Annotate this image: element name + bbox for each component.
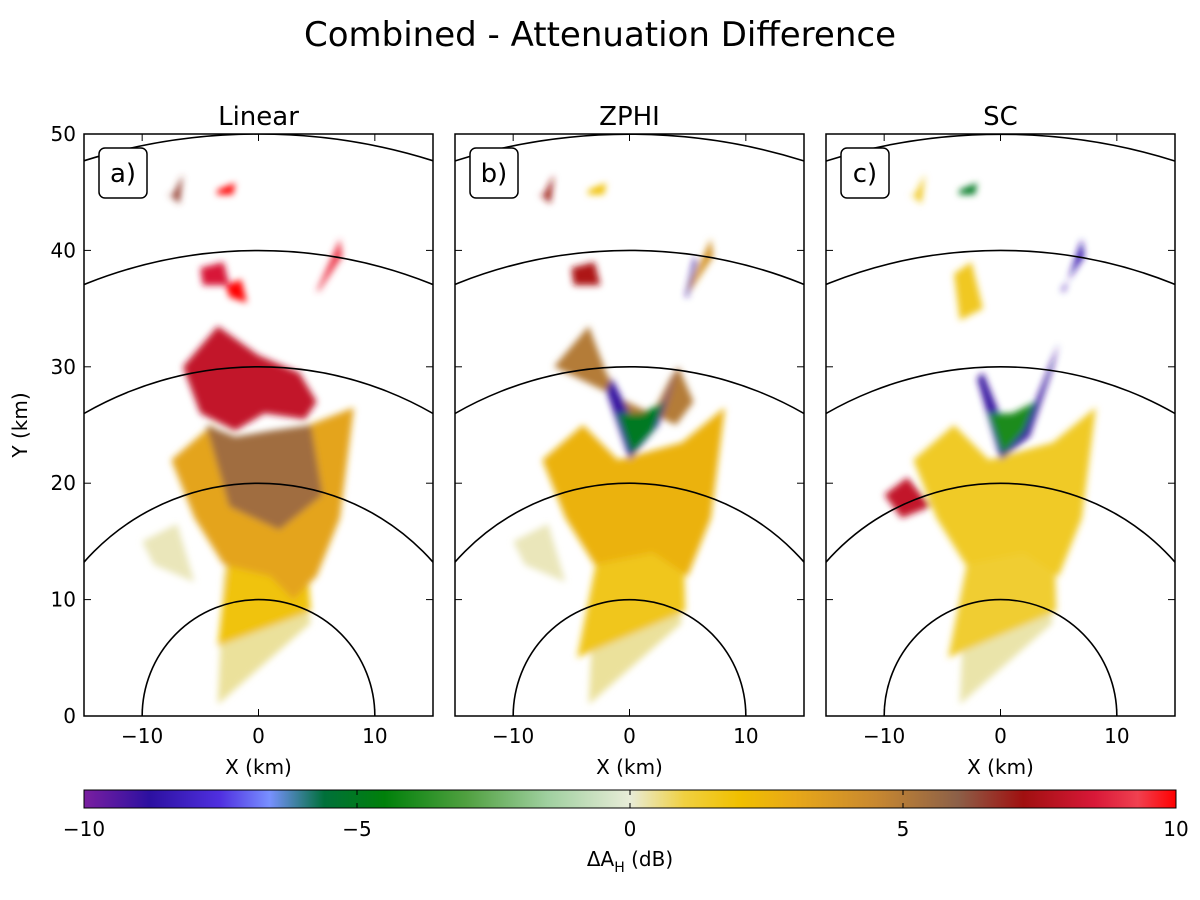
y-tick-label: 40 bbox=[51, 238, 76, 262]
x-tick-label: −10 bbox=[121, 724, 163, 748]
heatmap-region bbox=[206, 425, 323, 530]
panel-label-box bbox=[469, 147, 519, 199]
heatmap-region bbox=[200, 262, 230, 286]
range-ring bbox=[84, 249, 433, 286]
x-tick-label: 10 bbox=[362, 724, 387, 748]
range-ring bbox=[141, 598, 376, 716]
range-ring bbox=[883, 599, 1118, 716]
heatmap-region bbox=[571, 262, 601, 286]
range-ring bbox=[826, 482, 1175, 564]
x-tick-label: −10 bbox=[492, 724, 534, 748]
heatmap-region bbox=[687, 238, 714, 292]
heatmap-region bbox=[988, 401, 1036, 455]
colorbar: −10 −5 0 5 10 ΔAH (dB) bbox=[63, 789, 1189, 876]
range-ring bbox=[455, 366, 804, 415]
colorbar-label-sub: H bbox=[614, 860, 625, 876]
colorbar-label-unit: (dB) bbox=[625, 847, 673, 871]
panel-3: −10 0 10 SC X (km) c) bbox=[825, 102, 1176, 779]
x-tick-label: −10 bbox=[863, 724, 905, 748]
panel-plot-area bbox=[84, 134, 433, 716]
heatmap-region bbox=[538, 174, 554, 204]
heatmap-region bbox=[1061, 238, 1085, 292]
heatmap-region bbox=[587, 182, 607, 195]
panel-label: a) bbox=[110, 159, 136, 189]
heatmap-region bbox=[606, 366, 679, 460]
panel-title: ZPHI bbox=[599, 102, 660, 132]
panel-2: −10 0 10 ZPHI X (km) b) bbox=[454, 102, 805, 779]
heatmap-region bbox=[216, 182, 236, 195]
y-tick-label: 10 bbox=[51, 588, 76, 612]
y-axis-label: Y (km) bbox=[8, 392, 32, 458]
panel-1: −10 0 10 0 10 20 30 40 50 Linear X (km) Y (km) a) bbox=[8, 102, 434, 779]
panel-plot-area bbox=[826, 134, 1175, 716]
y-tick-label: 20 bbox=[51, 471, 76, 495]
range-ring bbox=[826, 366, 1175, 415]
panel-label-box bbox=[98, 147, 148, 199]
heatmap-region bbox=[685, 256, 697, 297]
x-tick-label: 0 bbox=[994, 724, 1007, 748]
y-tick-label: 50 bbox=[51, 122, 76, 146]
panel-label: c) bbox=[853, 159, 877, 189]
heatmap-region bbox=[617, 401, 665, 455]
heatmap-region bbox=[513, 523, 566, 583]
colorbar-label: ΔAH (dB) bbox=[587, 847, 673, 876]
colorbar-tick-label: −5 bbox=[342, 817, 371, 841]
x-tick-label: 0 bbox=[252, 724, 265, 748]
panel-label: b) bbox=[481, 159, 508, 189]
range-ring bbox=[84, 366, 433, 415]
colorbar-tick-label: 5 bbox=[897, 817, 910, 841]
heatmap-region bbox=[977, 343, 1059, 460]
colorbar-label-main: ΔA bbox=[587, 847, 615, 871]
y-tick-label: 0 bbox=[63, 704, 76, 728]
heatmap-region bbox=[913, 407, 1096, 577]
range-ring bbox=[84, 482, 433, 564]
panel-title: Linear bbox=[218, 102, 299, 132]
range-ring bbox=[455, 482, 804, 564]
panel-label-box bbox=[840, 147, 890, 199]
x-axis-label: X (km) bbox=[967, 755, 1034, 779]
x-tick-label: 10 bbox=[733, 724, 758, 748]
x-axis-label: X (km) bbox=[596, 755, 663, 779]
panel-plot-area bbox=[455, 134, 804, 716]
heatmap-region bbox=[225, 279, 247, 303]
heatmap-region bbox=[542, 407, 725, 577]
figure-title: Combined - Attenuation Difference bbox=[304, 15, 896, 55]
colorbar-tick-label: 10 bbox=[1163, 817, 1188, 841]
heatmap-region bbox=[958, 182, 978, 195]
colorbar-ticks: −10 −5 0 5 10 bbox=[63, 790, 1189, 841]
x-tick-label: 0 bbox=[623, 724, 636, 748]
heatmap-region bbox=[142, 523, 195, 583]
heatmap-region bbox=[182, 326, 317, 431]
heatmap-region bbox=[954, 262, 983, 321]
colorbar-tick-label: 0 bbox=[624, 817, 637, 841]
x-axis-label: X (km) bbox=[225, 755, 292, 779]
heatmap-region bbox=[316, 238, 343, 292]
x-tick-label: 10 bbox=[1104, 724, 1129, 748]
panel-title: SC bbox=[983, 102, 1018, 132]
colorbar-tick-label: −10 bbox=[63, 817, 105, 841]
heatmap-region bbox=[167, 174, 183, 204]
range-ring bbox=[512, 598, 747, 716]
y-tick-label: 30 bbox=[51, 355, 76, 379]
heatmap-region bbox=[909, 174, 925, 204]
